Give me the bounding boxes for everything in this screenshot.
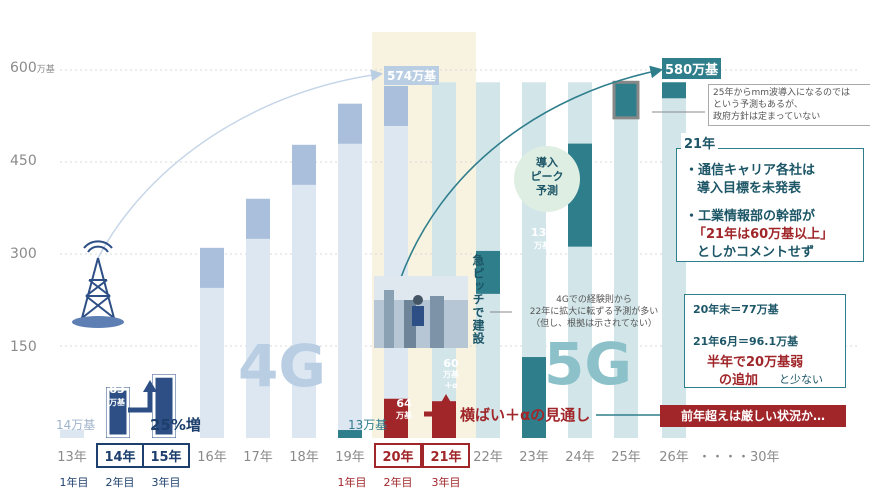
ytick-450: 450 bbox=[10, 153, 37, 169]
bar-4g-6 bbox=[338, 103, 362, 438]
xtick-30: ・・・・30年 bbox=[698, 450, 780, 465]
box-2021-line4: 「21年は60万基以上」 bbox=[693, 227, 834, 242]
box-2020-line5: と少ない bbox=[779, 373, 823, 386]
bar-5g-bg-11 bbox=[568, 82, 592, 439]
xtick-16: 16年 bbox=[197, 450, 227, 465]
bar-4g-top-6 bbox=[338, 103, 362, 144]
counter-4g-1: 1年目 bbox=[59, 476, 89, 489]
bar-5g-bg-8 bbox=[432, 82, 456, 439]
box-2020-line4: の追加 bbox=[719, 373, 759, 388]
bar-4g-1 bbox=[106, 387, 130, 438]
flat-plus-label: 横ばい＋αの見通し bbox=[460, 406, 591, 424]
counter-4g-3: 3年目 bbox=[151, 476, 181, 489]
growth-arrow-5g bbox=[424, 404, 449, 417]
bar-4g-7 bbox=[384, 85, 408, 439]
data-label-21-5g: 60 万基 ＋α bbox=[443, 357, 459, 390]
bar-5g-7 bbox=[384, 398, 408, 438]
bars bbox=[60, 80, 686, 439]
construction-photo bbox=[374, 276, 468, 348]
bar-4g-inner-2 bbox=[152, 374, 176, 438]
box-2021-line2: 導入目標を未発表 bbox=[697, 181, 802, 196]
xtick-18: 18年 bbox=[289, 450, 319, 465]
xtick-21: 21年 bbox=[422, 443, 470, 468]
bar-4g-inner-1 bbox=[106, 387, 130, 438]
bar-4g-top-4 bbox=[246, 198, 270, 239]
box-2021-line5: としかコメントせず bbox=[697, 245, 815, 260]
5g-growth-curve bbox=[399, 65, 664, 281]
box-2021-line1: ・通信キャリア各社は bbox=[685, 163, 816, 178]
data-label-19-5g: 13万基 bbox=[348, 418, 388, 432]
xtick-19: 19年 bbox=[335, 450, 365, 465]
ytick-300: 300 bbox=[10, 246, 37, 262]
xtick-26: 26年 bbox=[659, 450, 689, 465]
counter-5g-1: 1年目 bbox=[337, 476, 367, 489]
bottom-red-note: 前年超えは厳しい状況か… bbox=[660, 405, 846, 427]
tower-icon bbox=[72, 240, 124, 328]
data-label-14: 83 万基 bbox=[109, 383, 125, 407]
steep-construction-label: 急ピッチで建設 bbox=[471, 254, 485, 345]
bar-4g-5 bbox=[292, 144, 316, 438]
bar-5g-12 bbox=[612, 80, 640, 120]
box-2020-line1: 20年末＝77万基 bbox=[693, 303, 779, 316]
ytick-600: 600万基 bbox=[10, 60, 55, 76]
xtick-22: 22年 bbox=[473, 450, 503, 465]
xtick-17: 17年 bbox=[243, 450, 273, 465]
data-label-580: 580万基 bbox=[662, 58, 722, 79]
bar-4g-2 bbox=[152, 374, 176, 438]
box-2020-line2: 21年6月＝96.1万基 bbox=[693, 335, 799, 348]
xtick-23: 23年 bbox=[519, 450, 549, 465]
bar-5g-bg-12 bbox=[614, 82, 638, 439]
bar-4g-top-3 bbox=[200, 247, 224, 288]
counter-5g-3: 3年目 bbox=[431, 476, 461, 489]
data-label-20-5g: 64 万基 bbox=[396, 397, 412, 421]
box-2021-line3: ・工業情報部の幹部が bbox=[685, 209, 816, 224]
data-label-574: 574万基 bbox=[384, 66, 440, 85]
4g-rule-note: 4Gでの経験則から 22年に拡大に転ずる予測が多い （但し、根拠は示されてない） bbox=[529, 295, 659, 329]
data-label-13: 14万基 bbox=[56, 418, 96, 432]
xtick-20: 20年 bbox=[374, 443, 422, 468]
bar-5g-6 bbox=[338, 430, 362, 438]
data-label-23-5g: 132 万基 bbox=[531, 226, 554, 250]
box-2021-title: 21年 bbox=[681, 133, 719, 152]
mm-wave-note: 25年からmm波導入になるのでは という予測もあるが、 政府方針は定まっていない bbox=[708, 84, 870, 126]
xtick-15: 15年 bbox=[142, 443, 190, 468]
bar-5g-22 bbox=[476, 250, 500, 294]
xtick-25: 25年 bbox=[611, 450, 641, 465]
growth-arrow-4g bbox=[128, 388, 153, 413]
bar-5g-13 bbox=[662, 82, 686, 99]
peak-forecast-label: 導入 ピーク 予測 bbox=[530, 156, 564, 197]
xtick-14: 14年 bbox=[96, 443, 144, 468]
box-2020-line3: 半年で20万基弱 bbox=[707, 355, 804, 370]
xtick-13: 13年 bbox=[57, 450, 87, 465]
label-4g: 4G bbox=[238, 332, 326, 400]
peak-circle bbox=[514, 146, 580, 212]
bar-4g-top-7 bbox=[384, 85, 408, 126]
ytick-150: 150 bbox=[10, 339, 37, 355]
bar-5g-10 bbox=[522, 357, 546, 438]
counter-4g-2: 2年目 bbox=[105, 476, 135, 489]
bar-4g-top-5 bbox=[292, 144, 316, 185]
4g-growth-curve bbox=[97, 69, 383, 259]
box-2020-stats: 20年末＝77万基 21年6月＝96.1万基 半年で20万基弱 の追加 と少ない bbox=[684, 294, 846, 388]
data-label-15: 104 万基 bbox=[151, 334, 175, 358]
box-2021: 21年 ・通信キャリア各社は 導入目標を未発表 ・工業情報部の幹部が 「21年は… bbox=[676, 133, 864, 262]
bar-4g-0 bbox=[60, 429, 84, 438]
xtick-24: 24年 bbox=[565, 450, 595, 465]
label-5g: 5G bbox=[544, 330, 632, 398]
counter-5g-2: 2年目 bbox=[383, 476, 413, 489]
growth-25-label: 25%増 bbox=[150, 416, 201, 434]
